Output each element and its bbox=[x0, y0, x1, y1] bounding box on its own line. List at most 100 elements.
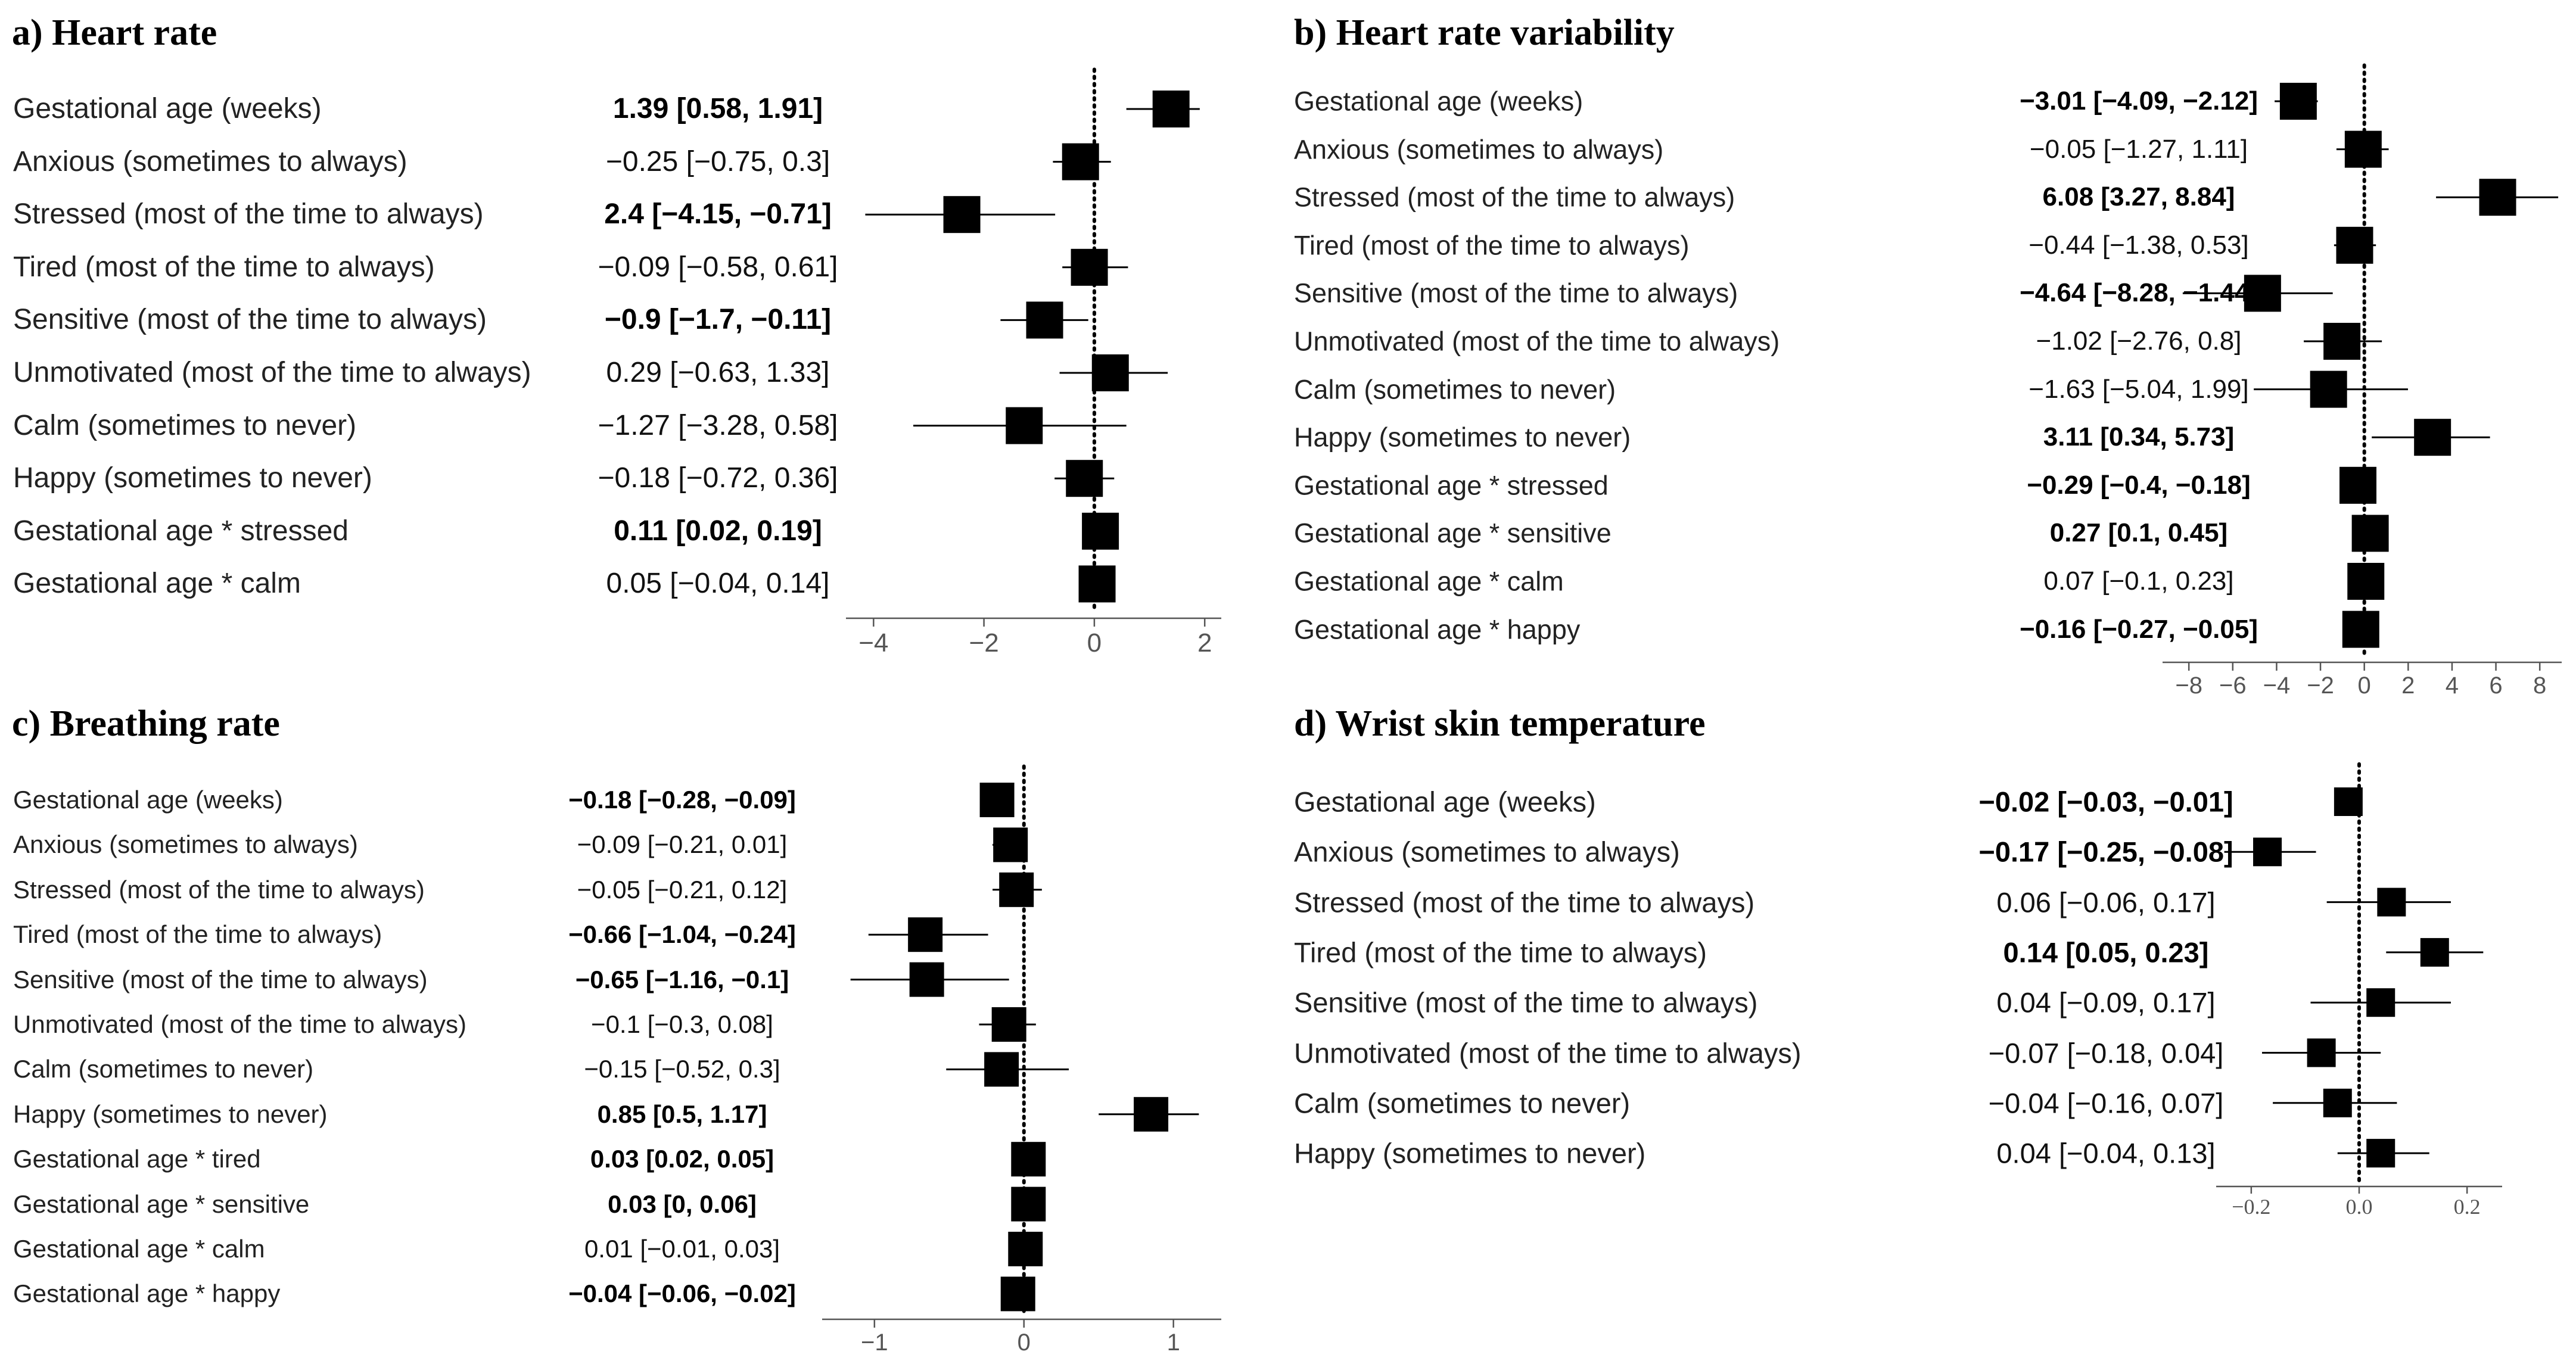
point-estimate bbox=[1071, 248, 1108, 286]
point-estimate bbox=[1000, 1276, 1035, 1312]
row-label: Gestational age (weeks) bbox=[13, 786, 283, 814]
estimate-label: −0.65 [−1.16, −0.1] bbox=[575, 965, 789, 994]
x-tick-label: −2 bbox=[969, 628, 999, 658]
x-tick-label: 0.2 bbox=[2454, 1195, 2481, 1219]
row-label: Unmotivated (most of the time to always) bbox=[13, 1010, 466, 1038]
point-estimate bbox=[1006, 407, 1043, 444]
point-estimate bbox=[943, 196, 981, 233]
row-label: Anxious (sometimes to always) bbox=[13, 830, 358, 859]
row-label: Anxious (sometimes to always) bbox=[13, 145, 407, 177]
panel-wrist-skin-temperature: d) Wrist skin temperature Gestational ag… bbox=[1281, 685, 2574, 1361]
point-estimate bbox=[2366, 1139, 2395, 1168]
estimate-label: −0.15 [−0.52, 0.3] bbox=[584, 1055, 780, 1083]
row-label: Tired (most of the time to always) bbox=[13, 251, 435, 283]
row-label: Gestational age * tired bbox=[13, 1145, 261, 1173]
row-label: Gestational age * stressed bbox=[13, 515, 349, 547]
estimate-label: 0.01 [−0.01, 0.03] bbox=[584, 1235, 780, 1263]
estimate-label: 3.11 [0.34, 5.73] bbox=[2043, 422, 2235, 452]
row-label: Stressed (most of the time to always) bbox=[1294, 886, 1755, 918]
estimate-label: 0.14 [0.05, 0.23] bbox=[2003, 936, 2209, 968]
point-estimate bbox=[2366, 988, 2395, 1017]
point-estimate bbox=[2339, 466, 2377, 504]
x-tick-label: 0 bbox=[2358, 672, 2371, 699]
x-tick-label: −6 bbox=[2219, 672, 2247, 699]
panel-title: a) Heart rate bbox=[12, 13, 217, 53]
estimate-label: −0.29 [−0.4, −0.18] bbox=[2027, 470, 2251, 500]
estimate-label: −0.66 [−1.04, −0.24] bbox=[568, 920, 796, 949]
point-estimate bbox=[2479, 179, 2516, 216]
estimate-label: 0.07 [−0.1, 0.23] bbox=[2043, 566, 2234, 596]
estimate-label: −1.63 [−5.04, 1.99] bbox=[2029, 374, 2249, 404]
row-label: Stressed (most of the time to always) bbox=[13, 198, 484, 231]
row-label: Gestational age * calm bbox=[13, 1235, 265, 1263]
estimate-label: −0.17 [−0.25, −0.08] bbox=[1978, 836, 2233, 868]
point-estimate bbox=[1026, 301, 1063, 339]
estimate-label: −1.02 [−2.76, 0.8] bbox=[2036, 326, 2242, 356]
estimate-label: −0.05 [−0.21, 0.12] bbox=[577, 875, 788, 904]
forest-plot: −0.2 0.0 0.2 bbox=[2216, 762, 2502, 1219]
point-estimate bbox=[2336, 226, 2373, 264]
estimate-label: −0.18 [−0.72, 0.36] bbox=[598, 462, 838, 494]
row-label: Sensitive (most of the time to always) bbox=[1294, 986, 1758, 1019]
point-estimate bbox=[1082, 512, 1119, 550]
row-label: Gestational age * calm bbox=[1294, 566, 1564, 597]
point-estimate bbox=[2310, 370, 2347, 408]
row-label: Calm (sometimes to never) bbox=[13, 1055, 314, 1083]
point-estimate bbox=[2342, 611, 2379, 648]
estimate-label: 0.03 [0, 0.06] bbox=[608, 1189, 757, 1218]
x-tick-label: 8 bbox=[2533, 672, 2546, 699]
point-estimate bbox=[1134, 1097, 1169, 1132]
forest-plot: −4 −2 0 2 bbox=[846, 67, 1221, 658]
estimate-label: −0.9 [−1.7, −0.11] bbox=[604, 304, 832, 336]
estimate-label: −0.44 [−1.38, 0.53] bbox=[2029, 230, 2249, 260]
x-tick-label: 0 bbox=[1018, 1329, 1031, 1356]
row-label: Tired (most of the time to always) bbox=[1294, 230, 1690, 261]
point-estimate bbox=[909, 962, 944, 997]
row-label: Gestational age * sensitive bbox=[1294, 518, 1611, 549]
estimate-label: 2.4 [−4.15, −0.71] bbox=[604, 198, 832, 231]
row-label: Unmotivated (most of the time to always) bbox=[1294, 1037, 1802, 1069]
point-estimate bbox=[2414, 419, 2451, 456]
point-estimate bbox=[1152, 91, 1190, 127]
estimate-label: 0.06 [−0.06, 0.17] bbox=[1996, 886, 2216, 918]
row-label: Anxious (sometimes to always) bbox=[1294, 836, 1680, 868]
point-estimate bbox=[908, 917, 943, 952]
row-label: Happy (sometimes to never) bbox=[13, 1100, 328, 1128]
panel-title: d) Wrist skin temperature bbox=[1294, 703, 1706, 744]
estimate-label: 6.08 [3.27, 8.84] bbox=[2042, 182, 2235, 212]
row-label: Anxious (sometimes to always) bbox=[1294, 134, 1664, 165]
x-tick-label: 2 bbox=[2401, 672, 2415, 699]
point-estimate bbox=[1091, 354, 1129, 391]
row-label: Gestational age * calm bbox=[13, 568, 301, 600]
x-tick-label: 6 bbox=[2489, 672, 2502, 699]
point-estimate bbox=[979, 783, 1015, 817]
point-estimate bbox=[984, 1052, 1019, 1087]
point-estimate bbox=[1008, 1232, 1043, 1266]
row-label: Gestational age * happy bbox=[1294, 614, 1581, 645]
x-tick-label: 4 bbox=[2446, 672, 2459, 699]
estimate-label: −0.25 [−0.75, 0.3] bbox=[605, 145, 830, 177]
x-tick-label: −2 bbox=[2307, 672, 2334, 699]
point-estimate bbox=[1066, 460, 1103, 497]
panel-heart-rate-variability: b) Heart rate variability Gestational ag… bbox=[1281, 0, 2574, 699]
estimate-label: −0.1 [−0.3, 0.08] bbox=[591, 1010, 773, 1038]
x-tick-label: −4 bbox=[2263, 672, 2291, 699]
row-label: Unmotivated (most of the time to always) bbox=[1294, 326, 1780, 357]
estimate-label: 0.85 [0.5, 1.17] bbox=[597, 1100, 767, 1128]
estimate-label: −0.18 [−0.28, −0.09] bbox=[568, 786, 796, 814]
row-label: Tired (most of the time to always) bbox=[1294, 936, 1707, 968]
estimate-label: −1.27 [−3.28, 0.58] bbox=[598, 409, 838, 441]
point-estimate bbox=[2377, 887, 2406, 917]
forest-plot: −8 −6 −4 −2 0 2 4 6 8 bbox=[2163, 63, 2562, 699]
row-label: Gestational age * happy bbox=[13, 1279, 281, 1308]
panel-title: c) Breathing rate bbox=[12, 703, 280, 744]
row-label: Happy (sometimes to never) bbox=[1294, 1137, 1646, 1169]
row-label: Gestational age (weeks) bbox=[1294, 86, 1583, 117]
row-label: Stressed (most of the time to always) bbox=[1294, 182, 1735, 213]
row-label: Sensitive (most of the time to always) bbox=[13, 304, 487, 336]
estimate-label: 0.29 [−0.63, 1.33] bbox=[606, 357, 830, 388]
panel-breathing-rate: c) Breathing rate Gestational age (weeks… bbox=[0, 685, 1269, 1361]
row-label: Gestational age * sensitive bbox=[13, 1189, 310, 1218]
row-label: Happy (sometimes to never) bbox=[13, 462, 372, 494]
estimate-label: −0.09 [−0.21, 0.01] bbox=[577, 830, 788, 859]
